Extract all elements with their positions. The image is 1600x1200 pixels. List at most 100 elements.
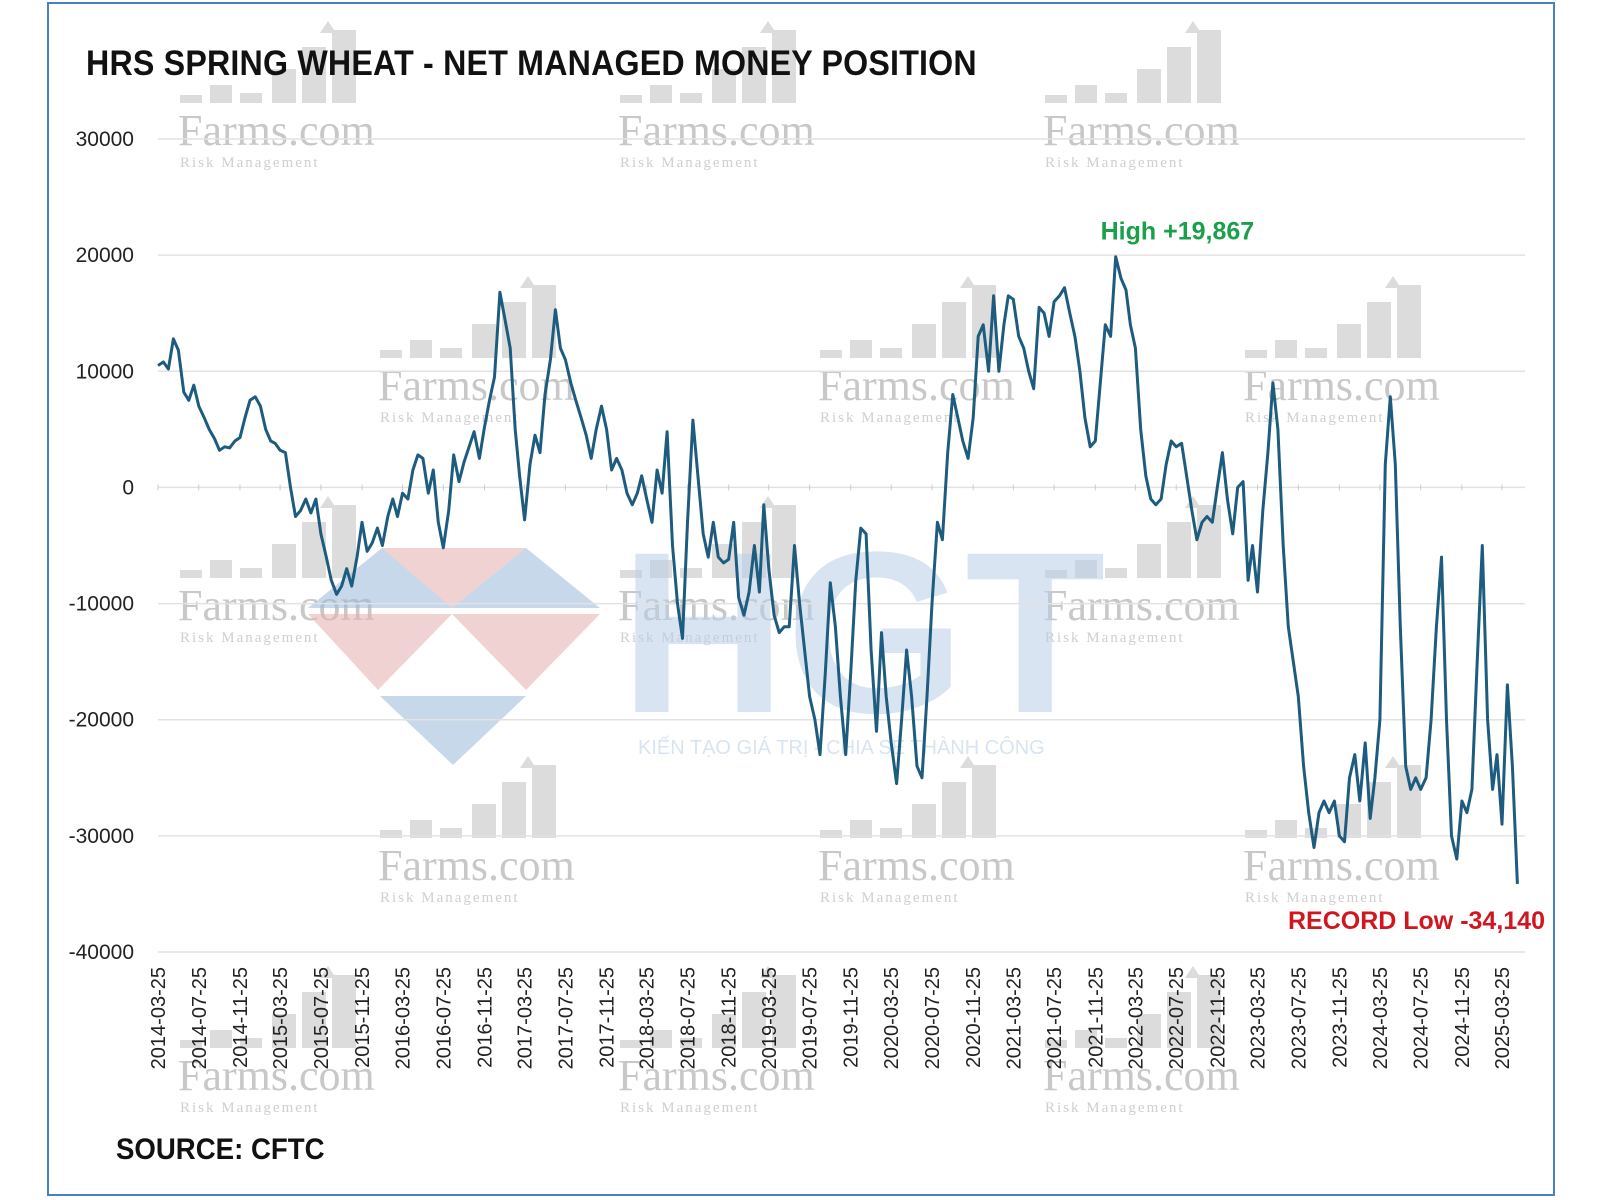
watermark-bar [1045,570,1067,578]
x-tick-label: 2020-03-25 [881,967,903,1069]
watermark-roof [1185,496,1201,508]
watermark-bar [210,1030,232,1048]
watermark-bar [180,1040,202,1048]
x-tick-label: 2014-03-25 [148,967,170,1069]
watermark-bar [1275,340,1297,358]
watermark-bar [972,765,996,838]
x-tick-label: 2020-07-25 [922,967,944,1069]
watermark-bar [650,85,672,103]
watermark-bar [332,975,356,1048]
watermark-bar [380,830,402,838]
x-tick-label: 2021-07-25 [1044,967,1066,1069]
watermark-roof [1185,21,1201,33]
watermark-bar [680,93,702,103]
grid-lines [158,138,1525,953]
watermark-bar [850,820,872,838]
watermark-subtitle: Risk Management [620,630,760,646]
watermark-bar [1367,302,1391,358]
x-tick-label: 2016-07-25 [433,967,455,1069]
watermark-bar [1397,285,1421,358]
annotations: High +19,867 RECORD Low -34,140 [1101,218,1545,935]
watermark-brand: Farms.com [1043,581,1240,630]
watermark-roof [320,496,336,508]
watermark-brand: Farms.com [818,361,1015,410]
watermark-roof [760,21,776,33]
x-tick-label: 2022-11-25 [1207,967,1229,1068]
watermark-bar [240,568,262,578]
watermark-bar [410,340,432,358]
series-line [157,255,1519,884]
watermark-bar [1045,95,1067,103]
watermark-bar [1305,348,1327,358]
x-tick-label: 2024-11-25 [1452,967,1474,1068]
x-tick-label: 2024-07-25 [1411,967,1433,1069]
watermark-bar [1337,324,1361,358]
watermark-brand: Farms.com [1243,841,1440,890]
watermark-bar [1105,93,1127,103]
y-axis: 30000 20000 10000 0 -10000 -20000 -30000 -40000 [69,128,134,964]
source-label: SOURCE: CFTC [116,1133,325,1166]
watermark-bar [440,348,462,358]
logo-diamond [382,548,526,608]
x-tick-label: 2023-03-25 [1247,967,1269,1069]
chart-frame [47,2,1555,1196]
watermark-brand: Farms.com [618,1051,815,1100]
watermark-bar [1105,568,1127,578]
x-tick-label: 2025-03-25 [1492,967,1514,1069]
watermark-bar [532,765,556,838]
annotation-high: High +19,867 [1101,218,1255,246]
watermark-bar [272,69,296,103]
y-tick-label: -40000 [69,941,134,964]
watermark-bar [712,69,736,103]
watermark-brand: Farms.com [378,841,575,890]
x-tick-label: 2019-03-25 [759,967,781,1069]
x-tick-label: 2015-11-25 [352,967,374,1068]
y-tick-label: 0 [122,476,134,499]
watermark-bar [820,830,842,838]
logo-diamond [380,696,526,765]
watermark-subtitle: Risk Management [620,1100,760,1116]
watermark-bar [1045,1040,1067,1048]
watermark-bar [1167,47,1191,103]
watermark-bar [380,350,402,358]
watermark-bar [332,505,356,578]
watermark-bar [1337,804,1361,838]
x-tick-label: 2019-07-25 [800,967,822,1069]
watermark-brand: Farms.com [178,106,375,155]
x-tick-label: 2021-03-25 [1003,967,1025,1069]
watermark-bar [820,350,842,358]
watermark-bar [880,828,902,838]
watermark-bar [1137,1014,1161,1048]
watermark-roof [960,756,976,768]
watermark-bar [650,560,672,578]
watermark-roof [320,966,336,978]
watermark-bar [620,95,642,103]
watermark-bar [272,1014,296,1048]
x-tick-label: 2018-11-25 [719,967,741,1068]
watermark-bar [1245,350,1267,358]
watermark-subtitle: Risk Management [380,410,520,426]
watermark-bar [1197,30,1221,103]
watermark-bar [650,1030,672,1048]
x-tick-label: 2015-07-25 [311,967,333,1069]
annotation-low: RECORD Low -34,140 [1288,907,1545,935]
x-tick-label: 2018-07-25 [678,967,700,1069]
watermark-bar [712,1014,736,1048]
logo-slogan: KIẾN TẠO GIÁ TRỊ - CHIA SẺ THÀNH CÔNG [638,736,1045,759]
x-tick-label: 2018-03-25 [637,967,659,1069]
watermark-bar [772,30,796,103]
logo-diamond [452,548,600,608]
x-tick-label: 2014-07-25 [189,967,211,1069]
x-tick-label: 2022-07-25 [1166,967,1188,1069]
watermark-bar [302,992,326,1048]
